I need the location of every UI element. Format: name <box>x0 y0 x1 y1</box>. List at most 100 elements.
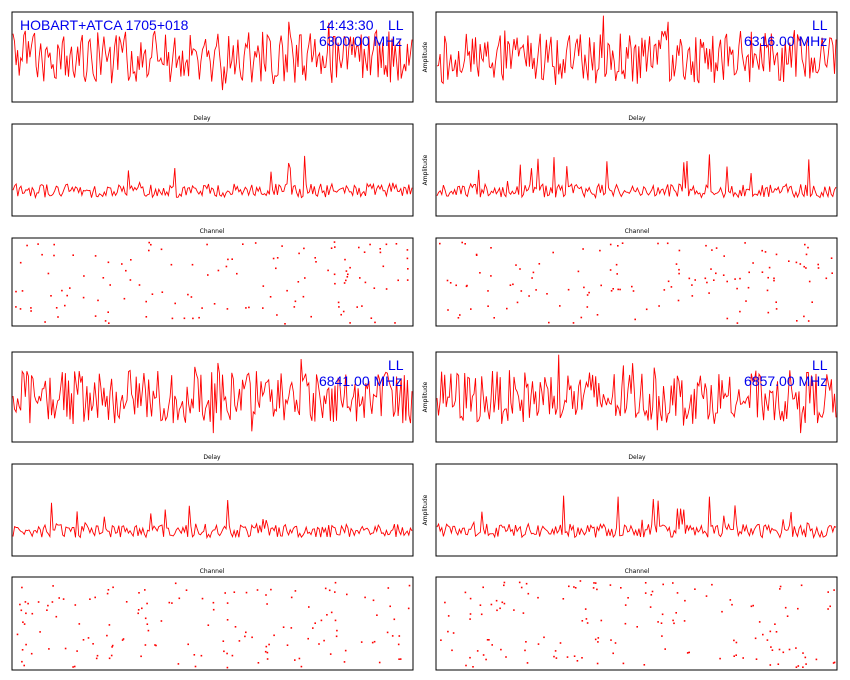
scatter-point <box>379 248 381 250</box>
scatter-point <box>723 255 725 257</box>
scatter-point <box>125 269 127 272</box>
scatter-point <box>705 244 707 247</box>
scatter-point <box>581 657 583 659</box>
scatter-point <box>55 615 58 618</box>
scatter-point <box>97 299 99 302</box>
scatter-point <box>773 277 775 280</box>
scatter-point <box>336 629 338 632</box>
scatter-point <box>48 648 50 650</box>
scatter-point <box>245 591 248 594</box>
scatter-point <box>20 609 23 612</box>
scatter-point <box>706 281 708 284</box>
delay-series-line <box>436 354 837 434</box>
scatter-point <box>293 306 296 308</box>
scatter-point <box>111 646 113 648</box>
scatter-point <box>145 300 147 303</box>
polarization-label: LL <box>812 357 828 373</box>
scatter-point <box>773 279 775 282</box>
scatter-point <box>562 598 565 600</box>
scatter-point <box>334 282 336 285</box>
scatter-point <box>739 277 741 280</box>
scatter-point <box>57 316 59 318</box>
scatter-point <box>340 313 342 316</box>
scatter-point <box>168 601 171 604</box>
scatter-point <box>667 280 670 283</box>
scatter-point <box>314 622 316 624</box>
scatter-point <box>748 271 750 274</box>
scatter-point <box>268 643 270 646</box>
scatter-point <box>398 635 401 637</box>
scatter-point <box>21 660 23 663</box>
scatter-point <box>46 609 48 611</box>
delay-axis-label: Delay <box>203 454 221 461</box>
scatter-point <box>469 618 471 620</box>
scatter-point <box>617 288 619 291</box>
scatter-point <box>755 658 758 660</box>
scatter-point <box>62 598 65 600</box>
scatter-point <box>201 307 203 309</box>
scatter-point <box>643 664 646 666</box>
scatter-point <box>161 291 164 293</box>
scatter-point <box>503 581 506 584</box>
scatter-point <box>200 654 203 657</box>
scatter-point <box>769 664 772 666</box>
scatter-point <box>58 597 60 599</box>
scatter-point <box>370 317 373 319</box>
scatter-point <box>491 644 493 646</box>
scatter-point <box>566 656 569 658</box>
scatter-point <box>236 272 238 275</box>
scatter-point <box>721 610 723 613</box>
scatter-point <box>713 279 715 281</box>
scatter-point <box>385 243 388 246</box>
scatter-point <box>123 297 126 300</box>
scatter-point <box>752 604 754 607</box>
scatter-point <box>106 634 108 637</box>
scatter-point <box>658 305 660 307</box>
scatter-point <box>600 284 602 287</box>
scatter-point <box>805 267 807 269</box>
scatter-point <box>138 592 140 594</box>
scatter-point <box>233 591 236 593</box>
scatter-point <box>811 301 813 303</box>
scatter-point <box>26 244 28 247</box>
scatter-point <box>805 663 807 665</box>
scatter-point <box>308 606 310 608</box>
scatter-point <box>389 605 391 608</box>
scatter-point <box>766 289 769 292</box>
phase-plot-frame <box>435 576 838 671</box>
channel-plot-frame <box>435 463 838 557</box>
scatter-point <box>37 243 39 245</box>
scatter-point <box>795 647 797 649</box>
scatter-point <box>111 644 114 647</box>
scatter-point <box>198 316 200 319</box>
scatter-point <box>345 279 347 282</box>
scatter-point <box>535 289 537 291</box>
scatter-point <box>666 242 669 245</box>
scatter-point <box>73 665 76 668</box>
scatter-point <box>87 637 90 639</box>
scatter-point <box>694 588 696 590</box>
scatter-point <box>382 265 385 268</box>
scatter-point <box>78 623 81 625</box>
scatter-point <box>393 618 396 621</box>
scatter-point <box>609 243 612 246</box>
scatter-point <box>15 290 17 293</box>
scatter-point <box>346 593 348 596</box>
scatter-point <box>500 648 502 651</box>
scatter-point <box>201 597 204 600</box>
scatter-point <box>586 306 589 308</box>
scatter-point <box>634 318 636 321</box>
scatter-point <box>711 249 713 251</box>
scatter-point <box>775 253 778 256</box>
panel-2: LL 6316.00 MHz Amplitude Delay Amplitude… <box>422 11 838 327</box>
scatter-point <box>23 623 26 625</box>
scatter-point <box>83 275 85 277</box>
amplitude-axis-label: Amplitude <box>422 154 429 185</box>
delay-plot-frame <box>11 11 414 103</box>
scatter-point <box>89 598 91 600</box>
scatter-point <box>588 291 590 294</box>
scatter-point <box>807 246 809 249</box>
scatter-point <box>360 641 363 643</box>
scatter-point <box>754 637 757 640</box>
scatter-point <box>37 601 40 603</box>
